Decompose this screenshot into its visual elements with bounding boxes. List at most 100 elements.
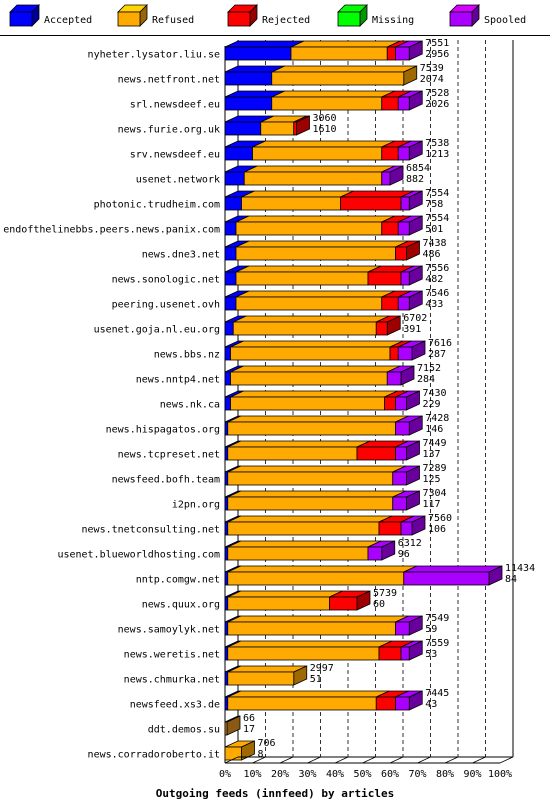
legend-swatch — [9, 11, 33, 27]
bar-segment-rejected — [367, 271, 402, 286]
floor-tick — [279, 756, 294, 764]
bar-segment-top-refused — [244, 165, 395, 173]
bar-segment-accepted — [224, 246, 237, 261]
bar-segment-accepted — [224, 321, 234, 336]
offered-count-label: 11434 — [505, 563, 535, 574]
accepted-count-label: 2026 — [425, 99, 449, 110]
row-label: srv.newsdeef.eu — [130, 150, 220, 161]
offered-count-label: 7559 — [425, 638, 449, 649]
bar-segment-accepted — [224, 371, 231, 386]
offered-count-label: 7428 — [425, 413, 449, 424]
bar-segment-top-refused — [235, 215, 395, 223]
row-labels: nyheter.lysator.liu.se news.netfront.net s… — [3, 50, 220, 761]
bar-segment-rejected — [389, 346, 399, 361]
row-label: news.sonologic.net — [112, 275, 220, 286]
bar-segment-spooled — [395, 396, 407, 411]
row-label: news.corradoroberto.it — [88, 750, 220, 761]
offered-count-label: 7438 — [423, 238, 447, 249]
bar-segment-top-refused — [227, 515, 393, 523]
offered-count-label: 7539 — [420, 63, 444, 74]
offered-count-label: 7289 — [423, 463, 447, 474]
row-label: news.quux.org — [142, 600, 220, 611]
x-tick-label: 70% — [408, 769, 426, 780]
offered-count-label: 7304 — [423, 488, 447, 499]
accepted-count-label: 17 — [243, 724, 255, 735]
bar-segment-accepted — [224, 121, 262, 136]
bar-segment-spooled — [395, 421, 410, 436]
bar-segment-top-refused — [241, 190, 354, 198]
bar-segment-refused — [230, 396, 385, 411]
x-tick-label: 90% — [463, 769, 481, 780]
bar-segment-refused — [271, 96, 383, 111]
bar-segment-spooled — [397, 96, 410, 111]
bar-segment-accepted — [224, 221, 237, 236]
offered-count-label: 6854 — [406, 163, 430, 174]
bar-segment-refused — [235, 246, 396, 261]
row-label: news.nk.ca — [160, 400, 220, 411]
x-tick-label: 40% — [326, 769, 344, 780]
offered-count-label: 66 — [243, 713, 255, 724]
bar-segment-top-refused — [252, 140, 395, 148]
bar-segment-rejected — [340, 196, 402, 211]
bar-segment-spooled — [397, 346, 413, 361]
legend-item-spooled: Spooled — [449, 4, 526, 27]
offered-count-label: 7551 — [425, 38, 449, 49]
bar-segment-accepted — [224, 521, 229, 536]
row-label: ddt.demos.su — [148, 725, 220, 736]
bar-segment-rejected — [378, 521, 402, 536]
legend-swatch — [227, 11, 251, 27]
bar-segment-accepted — [224, 446, 229, 461]
floor-tick — [334, 756, 349, 764]
bar-segment-refused — [252, 146, 383, 161]
bar-segment-refused — [290, 46, 388, 61]
legend: Accepted Refused Rejected Missing Spooled — [9, 4, 526, 27]
bar-segment-spooled — [392, 496, 407, 511]
accepted-count-label: 882 — [406, 174, 424, 185]
bar-segment-accepted — [224, 546, 229, 561]
floor-tick — [389, 756, 404, 764]
row-label: newsfeed.xs3.de — [130, 700, 220, 711]
x-tick-label: 30% — [298, 769, 316, 780]
accepted-count-label: 501 — [425, 224, 443, 235]
bar-segment-refused — [227, 496, 394, 511]
bar-segment-refused — [227, 696, 377, 711]
bars: 7551295675392074752820263060161075381213… — [224, 38, 535, 761]
bar-segment-accepted — [224, 171, 245, 186]
bar-segment-refused — [227, 421, 396, 436]
legend-label: Missing — [372, 15, 414, 26]
x-tick-label: 100% — [488, 769, 512, 780]
bar-segment-top-refused — [227, 690, 390, 698]
bar-segment-accepted — [224, 596, 229, 611]
legend-label: Accepted — [44, 15, 92, 26]
bar-segment-top-refused — [235, 290, 395, 298]
offered-count-label: 7538 — [425, 138, 449, 149]
row-label: usenet.blueworldhosting.com — [57, 550, 220, 561]
accepted-count-label: 60 — [373, 599, 385, 610]
legend-swatch — [449, 11, 473, 27]
accepted-count-label: 1610 — [313, 124, 337, 135]
bar-segment-top-refused — [227, 615, 409, 623]
bar-segment-top-refused — [230, 390, 398, 398]
bar-segment-rejected — [381, 296, 399, 311]
bar-segment-top-refused — [227, 415, 409, 423]
floor-tick — [472, 756, 486, 764]
bar-segment-rejected — [356, 446, 396, 461]
offered-count-label: 7546 — [425, 288, 449, 299]
bar-segment-top-refused — [227, 540, 382, 548]
offered-count-label: 6702 — [403, 313, 427, 324]
bar-segment-accepted — [224, 621, 229, 636]
floor-tick — [362, 756, 376, 764]
bar-segment-spooled — [400, 196, 410, 211]
accepted-count-label: 287 — [428, 349, 446, 360]
bar-segment-rejected — [395, 246, 407, 261]
